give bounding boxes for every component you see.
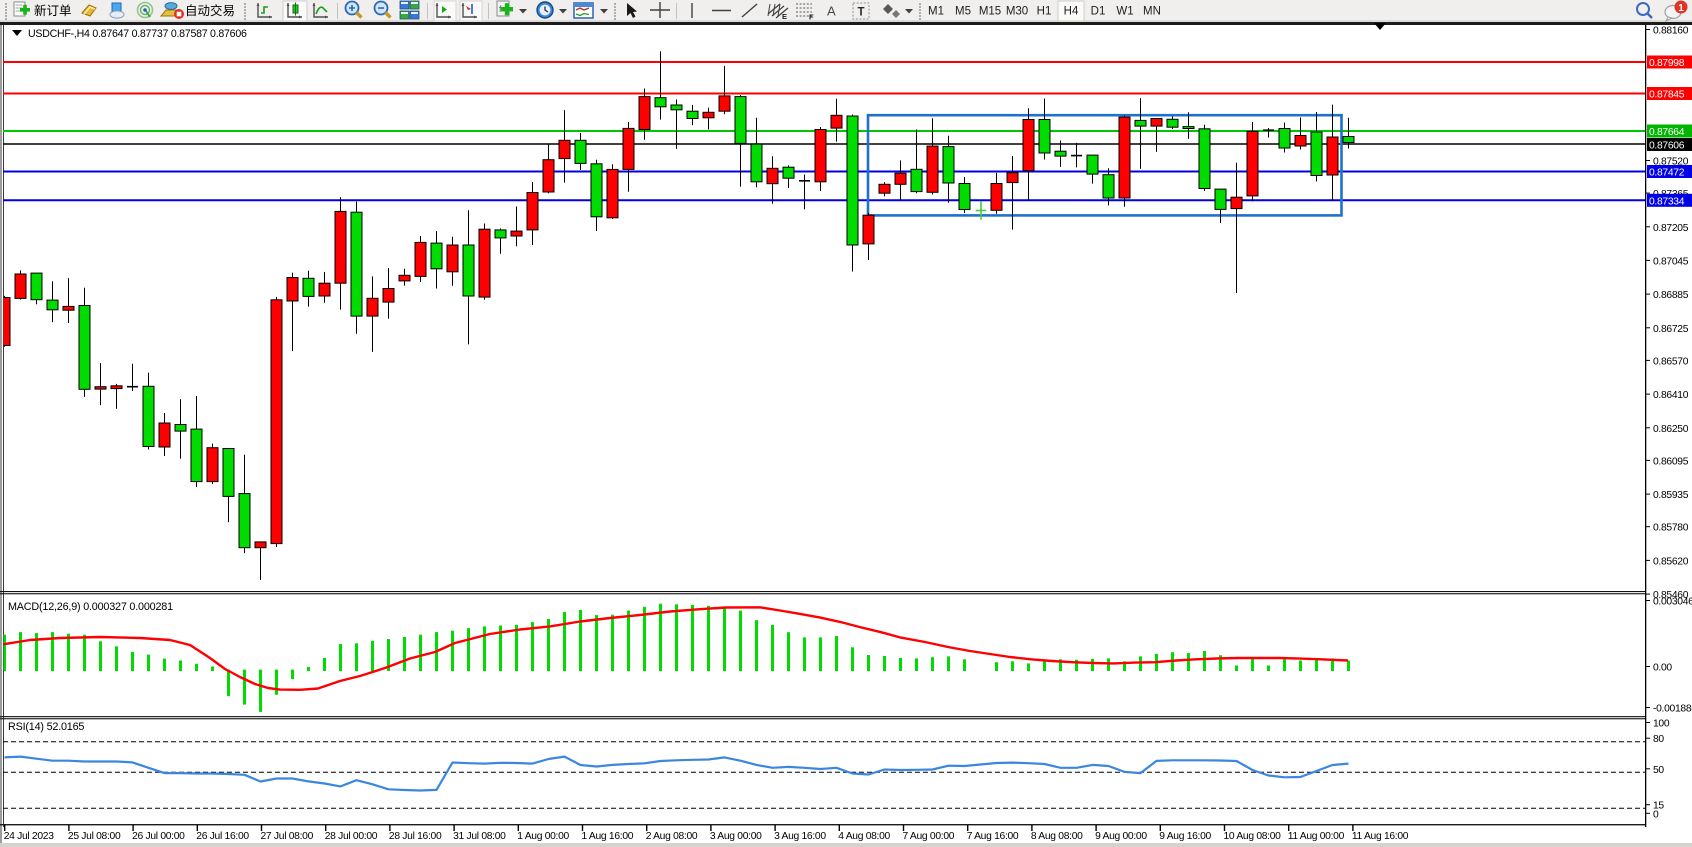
svg-text:10 Aug 08:00: 10 Aug 08:00 <box>1224 831 1282 842</box>
svg-text:0.86885: 0.86885 <box>1653 290 1689 301</box>
svg-text:RSI(14) 52.0165: RSI(14) 52.0165 <box>8 721 84 733</box>
svg-text:0.85620: 0.85620 <box>1653 556 1689 567</box>
svg-text:28 Jul 16:00: 28 Jul 16:00 <box>389 831 442 842</box>
svg-text:27 Jul 08:00: 27 Jul 08:00 <box>261 831 314 842</box>
svg-text:7 Aug 16:00: 7 Aug 16:00 <box>967 831 1019 842</box>
svg-text:0.87520: 0.87520 <box>1653 157 1689 168</box>
svg-text:8 Aug 08:00: 8 Aug 08:00 <box>1031 831 1083 842</box>
svg-text:15: 15 <box>1653 801 1664 812</box>
svg-text:0.86410: 0.86410 <box>1653 390 1689 401</box>
svg-text:11 Aug 00:00: 11 Aug 00:00 <box>1288 831 1345 842</box>
svg-text:H1: H1 <box>1037 6 1052 18</box>
svg-text:31 Jul 08:00: 31 Jul 08:00 <box>453 831 506 842</box>
svg-text:0.86095: 0.86095 <box>1653 456 1689 467</box>
svg-text:E: E <box>782 12 787 21</box>
svg-text:自动交易: 自动交易 <box>185 3 235 18</box>
svg-text:0.87998: 0.87998 <box>1649 58 1685 69</box>
svg-text:1: 1 <box>1678 3 1684 14</box>
svg-text:9 Aug 00:00: 9 Aug 00:00 <box>1095 831 1147 842</box>
svg-text:24 Jul 2023: 24 Jul 2023 <box>4 831 55 842</box>
svg-text:0.00: 0.00 <box>1653 663 1672 674</box>
svg-text:0.86570: 0.86570 <box>1653 356 1689 367</box>
svg-text:D1: D1 <box>1091 6 1106 18</box>
svg-text:T: T <box>858 7 865 19</box>
svg-text:0.86250: 0.86250 <box>1653 424 1689 435</box>
svg-text:0.85460: 0.85460 <box>1653 590 1689 601</box>
svg-text:M15: M15 <box>979 6 1001 18</box>
svg-text:1 Aug 16:00: 1 Aug 16:00 <box>582 831 634 842</box>
svg-text:0.87045: 0.87045 <box>1653 256 1689 267</box>
svg-text:A: A <box>827 4 836 19</box>
svg-text:26 Jul 16:00: 26 Jul 16:00 <box>196 831 249 842</box>
svg-text:0.88160: 0.88160 <box>1653 26 1689 37</box>
svg-text:0.003046: 0.003046 <box>1653 597 1692 608</box>
svg-text:7 Aug 00:00: 7 Aug 00:00 <box>903 831 955 842</box>
svg-text:0.87334: 0.87334 <box>1649 196 1685 207</box>
svg-text:50: 50 <box>1653 765 1664 776</box>
svg-text:28 Jul 00:00: 28 Jul 00:00 <box>325 831 378 842</box>
svg-text:M30: M30 <box>1006 6 1028 18</box>
svg-text:H4: H4 <box>1064 6 1079 18</box>
svg-text:0.87664: 0.87664 <box>1649 127 1685 138</box>
svg-text:0.87606: 0.87606 <box>1649 141 1685 152</box>
svg-text:100: 100 <box>1653 719 1670 730</box>
svg-text:MACD(12,26,9) 0.000327 0.00028: MACD(12,26,9) 0.000327 0.000281 <box>8 601 173 613</box>
svg-text:USDCHF-,H4 0.87647 0.87737 0.: USDCHF-,H4 0.87647 0.87737 0.87587 0.876… <box>28 28 247 40</box>
svg-text:F: F <box>809 13 814 22</box>
svg-text:新订单: 新订单 <box>34 3 72 18</box>
svg-text:M1: M1 <box>928 6 944 18</box>
svg-text:f: f <box>499 4 502 14</box>
svg-text:1 Aug 00:00: 1 Aug 00:00 <box>517 831 569 842</box>
svg-text:0.87472: 0.87472 <box>1649 168 1685 179</box>
svg-text:2 Aug 08:00: 2 Aug 08:00 <box>646 831 698 842</box>
svg-text:0.86725: 0.86725 <box>1653 324 1689 335</box>
svg-text:3 Aug 16:00: 3 Aug 16:00 <box>774 831 826 842</box>
svg-text:0.85780: 0.85780 <box>1653 523 1689 534</box>
svg-text:11 Aug 16:00: 11 Aug 16:00 <box>1352 831 1409 842</box>
svg-text:26 Jul 00:00: 26 Jul 00:00 <box>132 831 185 842</box>
svg-text:-0.001886: -0.001886 <box>1653 704 1692 715</box>
svg-text:M5: M5 <box>955 6 971 18</box>
svg-text:0: 0 <box>1653 809 1659 820</box>
svg-text:4 Aug 08:00: 4 Aug 08:00 <box>838 831 890 842</box>
svg-text:25 Jul 08:00: 25 Jul 08:00 <box>68 831 121 842</box>
svg-text:0.87205: 0.87205 <box>1653 223 1689 234</box>
svg-text:80: 80 <box>1653 734 1664 745</box>
svg-text:W1: W1 <box>1116 6 1133 18</box>
svg-text:MN: MN <box>1143 6 1161 18</box>
svg-text:3 Aug 00:00: 3 Aug 00:00 <box>710 831 762 842</box>
svg-text:0.85935: 0.85935 <box>1653 490 1689 501</box>
svg-text:0.87845: 0.87845 <box>1649 90 1685 101</box>
svg-text:9 Aug 16:00: 9 Aug 16:00 <box>1159 831 1211 842</box>
